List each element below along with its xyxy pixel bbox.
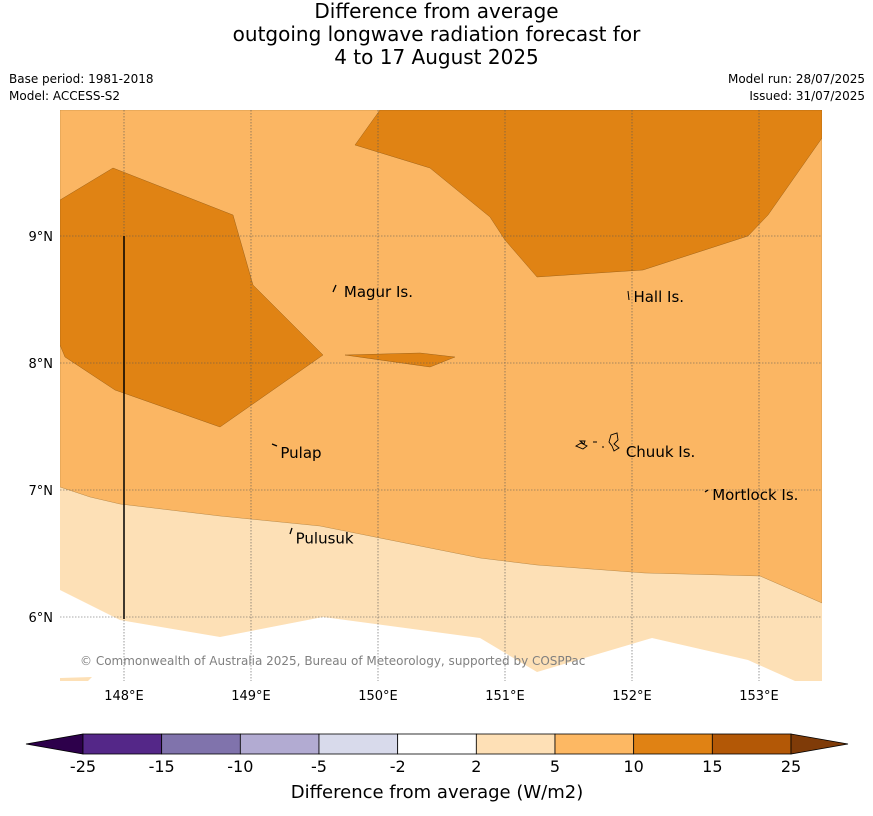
model-run-text: Model run: 28/07/2025 — [727, 72, 865, 86]
lon-tick-label: 148°E — [104, 689, 144, 704]
base-period-text: Base period: 1981-2018 — [9, 72, 154, 86]
title-line-3: 4 to 17 August 2025 — [334, 45, 539, 69]
colorbar-segment — [475, 733, 556, 755]
lat-tick-label: 6°N — [29, 611, 54, 626]
colorbar-label: 2 — [471, 757, 481, 776]
place-label: Chuuk Is. — [626, 443, 695, 461]
place-label: Hall Is. — [633, 288, 684, 306]
chuuk-island-shapes — [575, 432, 620, 452]
lat-tick-label: 9°N — [29, 230, 54, 245]
island-outlines — [271, 284, 709, 535]
title-line-1: Difference from average — [314, 0, 559, 23]
place-label: Pulap — [280, 444, 321, 462]
colorbar-segment — [397, 733, 477, 755]
colorbar-label: 25 — [781, 757, 801, 776]
pulusuk-island-shape — [289, 527, 293, 535]
colorbar-label: -5 — [311, 757, 327, 776]
contour-10-to-15-north — [354, 110, 822, 278]
colorbar-segment — [318, 733, 399, 755]
longitude-tick-labels: 148°E 149°E 150°E 151°E 152°E 153°E — [104, 689, 779, 704]
magur-island-shape — [332, 284, 337, 293]
colorbar-label: 5 — [550, 757, 560, 776]
colorbar-segment — [161, 733, 241, 755]
title-line-2: outgoing longwave radiation forecast for — [232, 22, 641, 46]
place-labels: Magur Is. Hall Is. Pulap Chuuk Is. Mortlock … — [280, 283, 798, 547]
colorbar-extend-low — [25, 733, 84, 755]
lon-tick-label: 152°E — [612, 689, 652, 704]
copyright-text: © Commonwealth of Australia 2025, Bureau… — [80, 654, 585, 668]
lon-tick-label: 151°E — [485, 689, 525, 704]
hall-island-shape — [627, 290, 630, 301]
colorbar-label: -25 — [70, 757, 96, 776]
colorbar-segment — [82, 733, 163, 755]
lon-tick-label: 150°E — [358, 689, 398, 704]
colorbar-label: 15 — [702, 757, 722, 776]
colorbar-segment — [239, 733, 320, 755]
map-title: Difference from average outgoing longwav… — [0, 0, 873, 69]
colorbar-label: -15 — [149, 757, 175, 776]
contour-2-to-5-sw — [60, 677, 92, 681]
colorbar-segment — [633, 733, 713, 755]
colorbar-segment — [554, 733, 635, 755]
place-label: Magur Is. — [344, 283, 413, 301]
mortlock-island-shape — [704, 489, 709, 493]
model-text: Model: ACCESS-S2 — [9, 89, 121, 103]
latitude-tick-labels: 9°N 8°N 7°N 6°N — [29, 230, 54, 626]
contour-10-to-15-sliver — [344, 352, 456, 368]
pulap-island-shape — [271, 443, 278, 447]
colorbar: -25 -15 -10 -5 -2 2 5 10 15 25 — [25, 733, 849, 776]
place-label: Mortlock Is. — [712, 486, 798, 504]
lon-tick-label: 153°E — [739, 689, 779, 704]
colorbar-title: Difference from average (W/m2) — [291, 782, 583, 803]
colorbar-label: -2 — [390, 757, 406, 776]
lat-tick-label: 8°N — [29, 357, 54, 372]
meta-right: Model run: 28/07/2025 Issued: 31/07/2025 — [728, 71, 865, 105]
lon-tick-label: 149°E — [231, 689, 271, 704]
lat-tick-label: 7°N — [29, 484, 54, 499]
colorbar-label: -10 — [227, 757, 253, 776]
place-label: Pulusuk — [296, 529, 354, 547]
meta-left: Base period: 1981-2018 Model: ACCESS-S2 — [9, 71, 154, 105]
colorbar-label: 10 — [623, 757, 643, 776]
contour-10-to-15-west — [60, 167, 324, 428]
colorbar-extend-high — [790, 733, 849, 755]
issued-text: Issued: 31/07/2025 — [749, 89, 865, 103]
map-plot-area: © Commonwealth of Australia 2025, Bureau… — [60, 110, 822, 681]
colorbar-segment — [711, 733, 792, 755]
